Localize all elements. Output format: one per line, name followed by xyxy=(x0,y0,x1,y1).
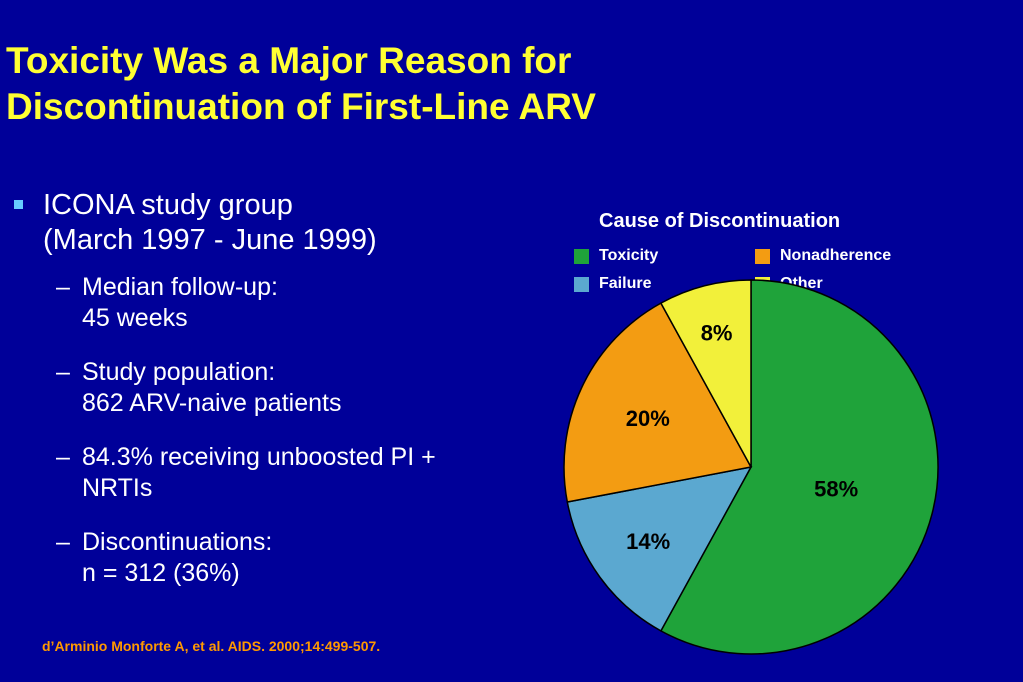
legend-item-toxicity: Toxicity xyxy=(574,247,658,265)
legend-item-nonadherence: Nonadherence xyxy=(755,247,891,265)
bullet-list: ICONA study group (March 1997 - June 199… xyxy=(14,188,534,612)
slide-title-line-2: Discontinuation of First-Line ARV xyxy=(6,86,596,127)
sub-bullet-line-2: n = 312 (36%) xyxy=(82,559,240,587)
legend-swatch-nonadherence xyxy=(755,248,770,264)
legend-label-failure: Failure xyxy=(599,275,652,292)
sub-bullet-line-1: 84.3% receiving unboosted PI + xyxy=(82,443,436,471)
chart-legend: Toxicity Nonadherence Failure Other xyxy=(574,247,934,295)
slice-label-toxicity: 58% xyxy=(814,476,858,501)
main-bullet: ICONA study group (March 1997 - June 199… xyxy=(14,188,534,258)
legend-label-nonadherence: Nonadherence xyxy=(780,247,892,264)
pie-slice-nonadherence xyxy=(563,302,753,503)
pie-slice-toxicity xyxy=(659,279,939,655)
sub-bullet-line-2: 862 ARV-naive patients xyxy=(82,389,342,417)
dash-bullet-icon: – xyxy=(56,443,70,471)
slide-title-line-1: Toxicity Was a Major Reason for xyxy=(6,40,572,81)
pie-slice-other xyxy=(659,279,752,468)
main-bullet-line-1: ICONA study group xyxy=(43,189,293,221)
sub-bullet-list: – Median follow-up: 45 weeks – Study pop… xyxy=(14,272,534,589)
sub-bullet: – Study population: 862 ARV-naive patien… xyxy=(56,357,534,419)
sub-bullet-line-2: 45 weeks xyxy=(82,304,188,332)
slice-label-other: 8% xyxy=(701,320,733,345)
square-bullet-icon xyxy=(14,200,23,209)
sub-bullet: – Discontinuations: n = 312 (36%) xyxy=(56,527,534,589)
pie-slice-failure xyxy=(566,465,753,632)
dash-bullet-icon: – xyxy=(56,273,70,301)
legend-swatch-toxicity xyxy=(574,248,589,264)
sub-bullet-line-1: Median follow-up: xyxy=(82,273,278,301)
legend-label-toxicity: Toxicity xyxy=(599,247,659,264)
chart-title: Cause of Discontinuation xyxy=(599,210,841,232)
slide-title: Toxicity Was a Major Reason for Disconti… xyxy=(6,38,766,130)
slice-label-nonadherence: 20% xyxy=(626,406,670,431)
legend-item-failure: Failure xyxy=(574,275,651,293)
citation: d’Arminio Monforte A, et al. AIDS. 2000;… xyxy=(42,638,381,654)
legend-swatch-failure xyxy=(574,276,589,292)
dash-bullet-icon: – xyxy=(56,528,70,556)
main-bullet-line-2: (March 1997 - June 1999) xyxy=(43,224,377,256)
dash-bullet-icon: – xyxy=(56,358,70,386)
slice-label-failure: 14% xyxy=(626,529,670,554)
sub-bullet-line-1: Study population: xyxy=(82,358,276,386)
sub-bullet-line-1: Discontinuations: xyxy=(82,528,273,556)
sub-bullet: – 84.3% receiving unboosted PI + NRTIs xyxy=(56,442,534,504)
sub-bullet: – Median follow-up: 45 weeks xyxy=(56,272,534,334)
sub-bullet-line-2: NRTIs xyxy=(82,474,153,502)
